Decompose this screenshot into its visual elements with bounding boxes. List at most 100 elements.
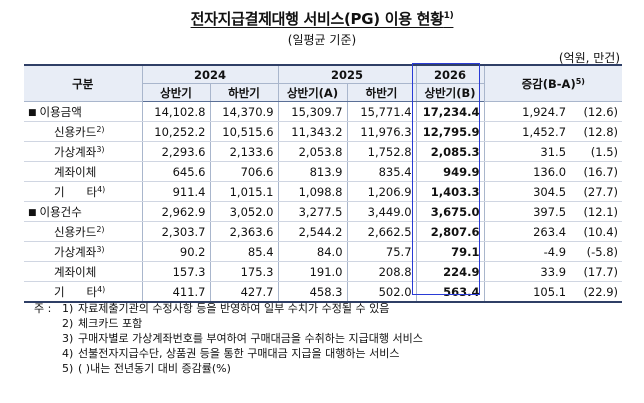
value-cell: 11,343.2 <box>278 121 348 142</box>
change-rate: (12.6) <box>583 104 619 119</box>
value-cell: 2,303.7 <box>142 221 211 242</box>
change-rate: (17.7) <box>583 264 619 279</box>
value-cell: 1,098.8 <box>278 181 348 202</box>
value-cell: 79.1 <box>416 241 485 262</box>
change-cell: 31.5 (1.5) <box>484 141 623 162</box>
change-cell: 1,924.7 (12.6) <box>484 101 623 122</box>
row-label: 신용카드2) <box>24 221 143 242</box>
row-label-text: 이용금액 <box>39 104 82 119</box>
header-half: 하반기 <box>210 83 279 102</box>
footnote-number: 4) <box>62 347 74 360</box>
table-row: 가상계좌3) 2,293.6 2,133.6 2,053.8 1,752.8 2,085.… <box>24 141 623 162</box>
table-row: 신용카드2) 10,252.2 10,515.6 11,343.2 11,976.3 12… <box>24 121 623 142</box>
change-diff: 1,452.7 <box>522 124 567 139</box>
row-label-text: 신용카드 <box>54 224 97 239</box>
change-diff: 1,924.7 <box>522 104 567 119</box>
value-cell: 90.2 <box>142 241 211 262</box>
header-half: 상반기(B) <box>416 83 485 102</box>
footnote-text: 선불전자지급수단, 상품권 등을 통한 구매대금 지급을 대행하는 서비스 <box>78 347 400 360</box>
change-diff: 136.0 <box>533 164 567 179</box>
value-cell: 835.4 <box>347 161 417 182</box>
value-cell: 15,771.4 <box>347 101 417 122</box>
footnote-number: 3) <box>62 332 74 345</box>
change-diff: 105.1 <box>533 284 567 299</box>
value-cell: 2,962.9 <box>142 201 211 222</box>
value-cell: 1,015.1 <box>210 181 279 202</box>
row-label-footnote: 2) <box>96 124 105 134</box>
value-cell: 11,976.3 <box>347 121 417 142</box>
footnote-text: 자료제출기관의 수정사항 등을 반영하여 일부 수치가 수정될 수 있음 <box>78 302 390 315</box>
unit-label: (억원, 만건) <box>558 51 620 65</box>
row-label-text: 이용건수 <box>39 204 82 219</box>
table-row: 기 타4) 411.7 427.7 458.3 502.0 563.4 105.1 (22.9… <box>24 281 623 303</box>
row-label-text: 기 타 <box>54 284 98 299</box>
value-cell: 14,370.9 <box>210 101 279 122</box>
change-cell: 136.0 (16.7) <box>484 161 623 182</box>
row-label: 계좌이체 <box>24 261 143 282</box>
row-label-footnote: 4) <box>97 184 106 194</box>
value-cell: 2,133.6 <box>210 141 279 162</box>
table-row: ■ 이용금액 14,102.8 14,370.9 15,309.7 15,771.4 17,… <box>24 101 623 122</box>
value-cell: 75.7 <box>347 241 417 262</box>
value-cell: 175.3 <box>210 261 279 282</box>
pg-usage-table: 구분 2024 2025 2026 증감(B-A)5) 상반기 하반기 상반기(… <box>24 64 623 303</box>
change-cell: 263.4 (10.4) <box>484 221 623 242</box>
footnote-row: 주 : 1) 자료제출기관의 수정사항 등을 반영하여 일부 수치가 수정될 수… <box>34 301 423 316</box>
row-label-footnote: 3) <box>96 244 105 254</box>
row-label: 기 타4) <box>24 181 143 202</box>
value-cell: 17,234.4 <box>416 101 485 122</box>
value-cell: 157.3 <box>142 261 211 282</box>
footnote-row: 4) 선불전자지급수단, 상품권 등을 통한 구매대금 지급을 대행하는 서비스 <box>34 346 423 361</box>
row-label-footnote: 4) <box>97 284 106 294</box>
table-row: 신용카드2) 2,303.7 2,363.6 2,544.2 2,662.5 2,807.… <box>24 221 623 242</box>
footnote-row: 2) 체크카드 포함 <box>34 316 423 331</box>
change-rate: (1.5) <box>590 144 619 159</box>
value-cell: 458.3 <box>278 281 348 303</box>
value-cell: 911.4 <box>142 181 211 202</box>
value-cell: 3,052.0 <box>210 201 279 222</box>
value-cell: 15,309.7 <box>278 101 348 122</box>
header-category: 구분 <box>24 65 143 102</box>
value-cell: 2,363.6 <box>210 221 279 242</box>
header-half: 상반기 <box>142 83 211 102</box>
header-year-2025: 2025 <box>278 65 417 84</box>
value-cell: 645.6 <box>142 161 211 182</box>
change-rate: (12.8) <box>583 124 619 139</box>
row-label: 계좌이체 <box>24 161 143 182</box>
header-change-footnote: 5) <box>575 76 585 86</box>
footnote-row: 5) ( )내는 전년동기 대비 증감률(%) <box>34 361 423 376</box>
value-cell: 3,277.5 <box>278 201 348 222</box>
row-label-text: 기 타 <box>54 184 98 199</box>
footnote-row: 3) 구매자별로 가상계좌번호를 부여하여 구매대금을 수취하는 지급대행 서비… <box>34 331 423 346</box>
change-diff: -4.9 <box>543 244 567 259</box>
row-label: ■ 이용금액 <box>24 101 143 122</box>
value-cell: 706.6 <box>210 161 279 182</box>
value-cell: 563.4 <box>416 281 485 303</box>
value-cell: 224.9 <box>416 261 485 282</box>
change-rate: (27.7) <box>583 184 619 199</box>
change-rate: (12.1) <box>583 204 619 219</box>
title-footnote: 1) <box>443 11 454 21</box>
header-year-2024: 2024 <box>142 65 279 84</box>
value-cell: 2,807.6 <box>416 221 485 242</box>
value-cell: 2,053.8 <box>278 141 348 162</box>
row-label: 가상계좌3) <box>24 141 143 162</box>
change-diff: 263.4 <box>533 224 567 239</box>
header-change-text: 증감(B-A) <box>521 76 576 91</box>
header-year-2026: 2026 <box>416 65 485 84</box>
square-bullet-icon: ■ <box>28 107 37 118</box>
value-cell: 502.0 <box>347 281 417 303</box>
change-diff: 33.9 <box>540 264 567 279</box>
footnote-text: 체크카드 포함 <box>78 317 143 330</box>
footnote-number: 1) <box>62 302 74 315</box>
row-label: ■ 이용건수 <box>24 201 143 222</box>
footnote-lead: 주 : <box>34 302 52 315</box>
value-cell: 427.7 <box>210 281 279 303</box>
table-row: ■ 이용건수 2,962.9 3,052.0 3,277.5 3,449.0 3,675.0… <box>24 201 623 222</box>
value-cell: 2,085.3 <box>416 141 485 162</box>
footnote-number: 5) <box>62 362 74 375</box>
footnote-text: 구매자별로 가상계좌번호를 부여하여 구매대금을 수취하는 지급대행 서비스 <box>78 332 423 345</box>
table-row: 계좌이체 157.3 175.3 191.0 208.8 224.9 33.9 (17.7) <box>24 261 623 282</box>
value-cell: 949.9 <box>416 161 485 182</box>
table-body: ■ 이용금액 14,102.8 14,370.9 15,309.7 15,771.4 17,… <box>24 101 623 303</box>
